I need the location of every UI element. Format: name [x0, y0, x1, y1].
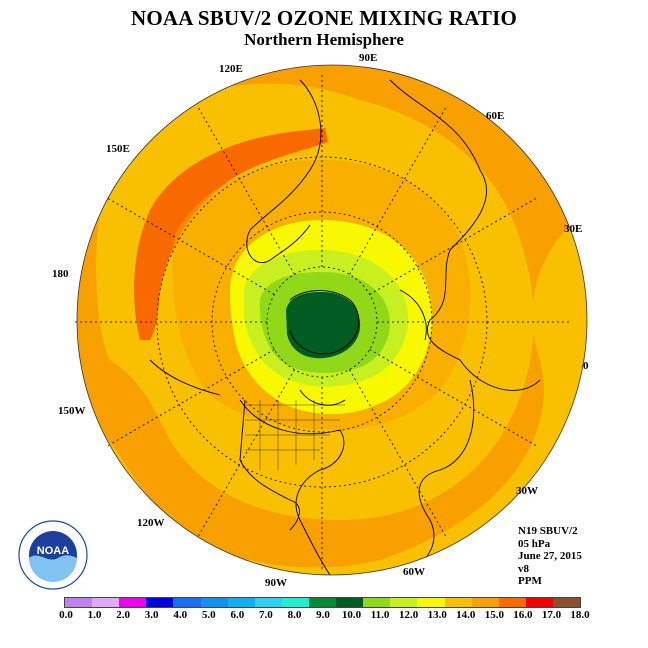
legend-swatch — [227, 598, 255, 607]
legend-swatch — [336, 598, 364, 607]
legend-tick-label: 10.0 — [341, 609, 362, 621]
legend-swatch — [119, 598, 147, 607]
legend-swatch — [65, 598, 93, 607]
legend-tick-label: 0.0 — [59, 609, 73, 621]
legend-tick-label: 1.0 — [87, 609, 102, 621]
legend-swatch — [363, 598, 391, 607]
legend-tick-label: 11.0 — [370, 609, 390, 621]
legend-swatch — [281, 598, 309, 607]
color-legend-bar — [64, 597, 581, 608]
lon-label-120w: 120W — [137, 517, 165, 529]
info-date: June 27, 2015 — [518, 550, 582, 562]
chart-title: NOAA SBUV/2 OZONE MIXING RATIO — [131, 6, 517, 30]
legend-swatch — [254, 598, 282, 607]
legend-tick-label: 9.0 — [316, 609, 330, 621]
legend-swatch — [552, 598, 581, 607]
info-units: PPM — [518, 575, 542, 587]
legend-swatch — [308, 598, 337, 607]
legend-tick-label: 13.0 — [427, 609, 447, 621]
legend-swatch — [146, 598, 174, 607]
legend-tick-label: 15.0 — [484, 609, 504, 621]
legend-tick-label: 18.0 — [570, 609, 590, 621]
legend-swatch — [92, 598, 120, 607]
lon-label-150w: 150W — [58, 405, 86, 417]
legend-swatch — [173, 598, 201, 607]
lon-label-60e: 60E — [486, 110, 505, 122]
legend-swatch — [417, 598, 445, 607]
legend-tick-label: 2.0 — [116, 609, 130, 621]
legend-tick-label: 17.0 — [541, 609, 562, 621]
lon-label-30e: 30E — [564, 223, 583, 235]
logo-text: NOAA — [37, 545, 69, 557]
info-satellite: N19 SBUV/2 — [518, 525, 578, 537]
max-band-16 — [134, 128, 328, 340]
lon-label-0: 0 — [583, 360, 589, 372]
lon-label-150e: 150E — [106, 143, 130, 155]
legend-swatch — [390, 598, 418, 607]
color-legend-ticks: 0.0 1.0 2.0 3.0 4.0 5.0 6.0 7.0 8.0 9.0 10.0 11.0 12… — [0, 609, 648, 623]
legend-swatch — [525, 598, 553, 607]
legend-tick-label: 5.0 — [201, 609, 216, 621]
coastlines — [149, 79, 541, 575]
legend-tick-label: 14.0 — [456, 609, 476, 621]
legend-swatch — [200, 598, 228, 607]
legend-tick-label: 7.0 — [259, 609, 273, 621]
legend-tick-label: 12.0 — [399, 609, 419, 621]
map-border — [76, 64, 588, 576]
legend-tick-label: 3.0 — [144, 609, 159, 621]
lon-label-180: 180 — [52, 268, 69, 280]
legend-tick-label: 16.0 — [513, 609, 533, 621]
lon-label-60w: 60W — [403, 566, 425, 578]
legend-tick-label: 6.0 — [230, 609, 245, 621]
lon-label-90w: 90W — [265, 577, 287, 589]
noaa-logo: NOAA — [18, 520, 88, 590]
lon-label-120e: 120E — [219, 63, 243, 75]
legend-tick-label: 8.0 — [287, 609, 302, 621]
product-info: N19 SBUV/2 05 hPa June 27, 2015 v8 PPM — [518, 525, 582, 588]
legend-swatch — [444, 598, 472, 607]
lon-label-90e: 90E — [359, 52, 378, 64]
chart-subtitle: Northern Hemisphere — [244, 30, 404, 49]
lon-label-30w: 30W — [516, 485, 538, 497]
legend-tick-label: 4.0 — [173, 609, 188, 621]
us-state-grid — [245, 400, 345, 470]
legend-swatch — [498, 598, 526, 607]
legend-swatch — [471, 598, 499, 607]
info-version: v8 — [518, 562, 529, 575]
info-pressure: 05 hPa — [518, 537, 551, 550]
core-10 — [286, 292, 361, 359]
